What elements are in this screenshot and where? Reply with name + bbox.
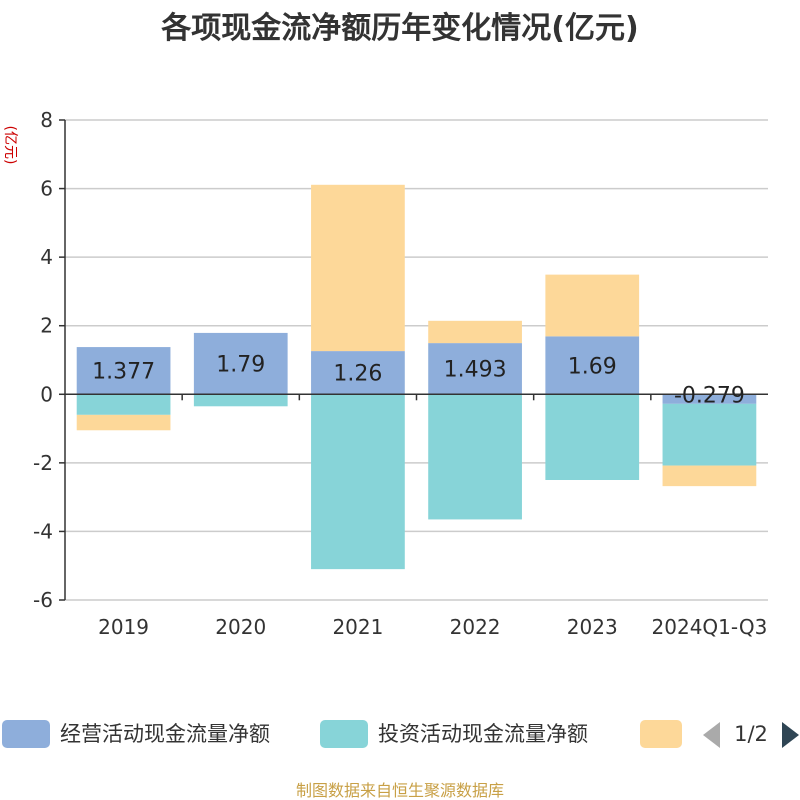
y-tick-label: 8 bbox=[40, 108, 53, 132]
bar-series-1 bbox=[193, 394, 288, 407]
legend-swatch-financing bbox=[640, 720, 682, 748]
bar-series-2 bbox=[76, 414, 171, 431]
y-axis-label: (亿元) bbox=[2, 126, 18, 165]
bar-series-0 bbox=[311, 351, 405, 395]
bar-series-0 bbox=[662, 394, 757, 404]
axes: -6 -4 -2 0 2 4 6 8 2019 2020 2021 2022 2023 2024Q1-Q3 bbox=[33, 108, 768, 639]
bar-series-1 bbox=[428, 394, 522, 520]
data-label: 1.69 bbox=[568, 354, 617, 379]
y-tick-label: 2 bbox=[40, 314, 53, 338]
x-tick-label: 2024Q1-Q3 bbox=[652, 615, 768, 639]
legend-page-indicator: 1/2 bbox=[734, 722, 768, 746]
bars bbox=[76, 184, 757, 570]
bar-series-1 bbox=[545, 394, 640, 480]
x-tick-label: 2022 bbox=[450, 615, 501, 639]
x-tick-label: 2019 bbox=[98, 615, 149, 639]
legend-next-page-icon[interactable] bbox=[782, 722, 799, 748]
data-label: 1.79 bbox=[216, 353, 265, 378]
legend-label-operating: 经营活动现金流量净额 bbox=[60, 722, 270, 746]
y-tick-label: 6 bbox=[40, 177, 53, 201]
bar-series-0 bbox=[193, 332, 288, 395]
legend-label-investing: 投资活动现金流量净额 bbox=[378, 722, 588, 746]
legend-swatch-operating bbox=[2, 720, 50, 748]
bar-series-1 bbox=[311, 394, 405, 570]
data-label: 1.26 bbox=[333, 362, 382, 387]
y-tick-label: -4 bbox=[33, 519, 53, 543]
bar-series-0 bbox=[545, 336, 640, 395]
bar-series-2 bbox=[545, 274, 640, 337]
legend-swatch-investing bbox=[320, 720, 368, 748]
bar-series-0 bbox=[428, 343, 522, 395]
bar-series-2 bbox=[311, 184, 405, 352]
x-tick-label: 2021 bbox=[332, 615, 383, 639]
bar-series-2 bbox=[662, 465, 757, 487]
data-label: 1.493 bbox=[444, 358, 507, 383]
y-tick-label: -6 bbox=[33, 588, 53, 612]
legend-prev-page-icon[interactable] bbox=[703, 722, 720, 748]
legend: 经营活动现金流量净额 投资活动现金流量净额 1/2 bbox=[2, 720, 799, 748]
data-label: -0.279 bbox=[674, 383, 745, 408]
bar-series-1 bbox=[662, 403, 757, 466]
x-tick-label: 2023 bbox=[567, 615, 618, 639]
bar-series-1 bbox=[76, 394, 171, 415]
gridlines bbox=[65, 119, 768, 601]
bar-series-0 bbox=[76, 347, 171, 395]
x-tick-label: 2020 bbox=[215, 615, 266, 639]
data-labels: 1.377 1.79 1.26 1.493 1.69 -0.279 bbox=[92, 353, 745, 409]
bar-series-2 bbox=[428, 320, 522, 344]
y-tick-label: 4 bbox=[40, 245, 53, 269]
y-tick-label: -2 bbox=[33, 451, 53, 475]
chart-title: 各项现金流净额历年变化情况(亿元) bbox=[160, 11, 638, 46]
data-source: 制图数据来自恒生聚源数据库 bbox=[296, 781, 504, 800]
y-tick-label: 0 bbox=[40, 382, 53, 406]
data-label: 1.377 bbox=[92, 360, 155, 385]
